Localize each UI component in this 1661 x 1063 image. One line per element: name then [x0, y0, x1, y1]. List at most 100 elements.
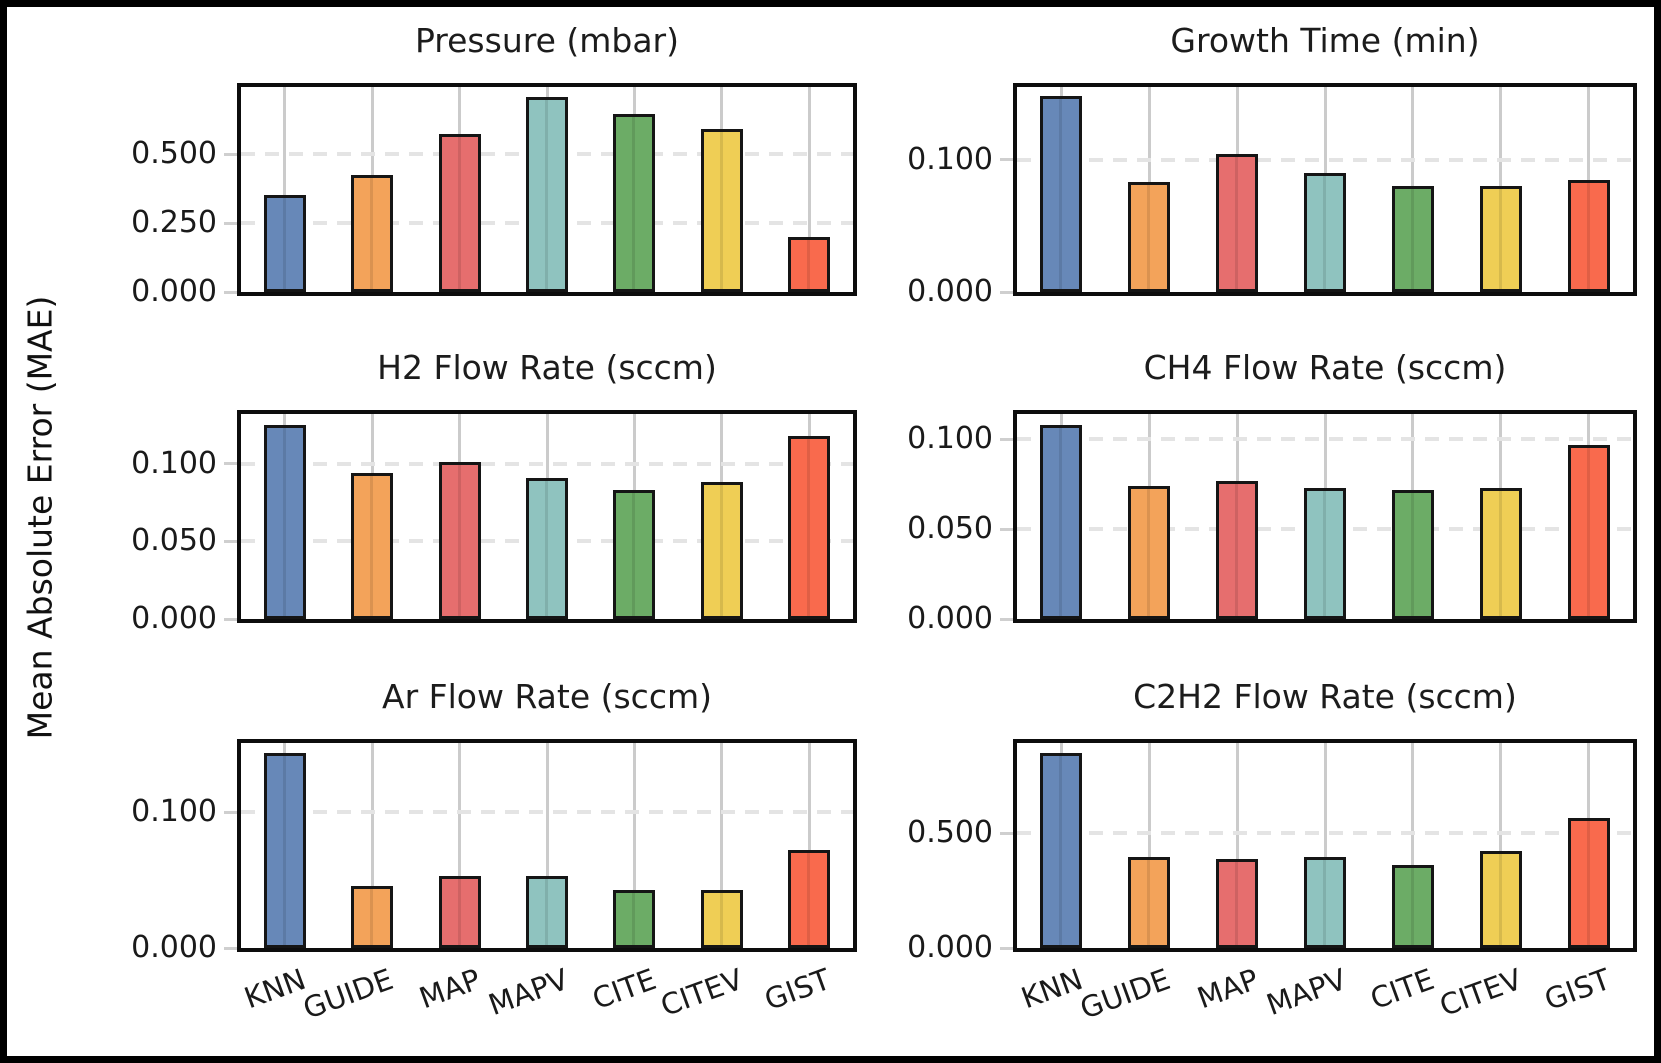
- bar-map: [438, 134, 481, 292]
- x-tick-label-gist: GIST: [1539, 962, 1615, 1017]
- y-tick-mark: [224, 221, 237, 225]
- chart-title: CH4 Flow Rate (sccm): [1143, 348, 1507, 387]
- x-tick-label-citev: CITEV: [656, 962, 748, 1023]
- y-tick-label: 0.100: [131, 794, 217, 830]
- bar-gist: [788, 236, 831, 292]
- y-axis-label-text: Mean Absolute Error (MAE): [20, 295, 60, 740]
- bar-map: [1215, 480, 1259, 619]
- x-gridline: [807, 743, 811, 948]
- bar-guide: [1127, 485, 1171, 619]
- y-tick-label: 0.100: [907, 421, 993, 457]
- x-gridline: [458, 743, 462, 948]
- bar-guide: [351, 175, 394, 292]
- x-gridline: [1411, 743, 1415, 948]
- x-gridline: [370, 743, 374, 948]
- y-tick-label: 0.100: [907, 141, 993, 177]
- bar-cite: [613, 889, 656, 948]
- bar-knn: [263, 424, 306, 619]
- plot-area: [237, 410, 857, 623]
- x-gridline: [632, 743, 636, 948]
- bar-knn: [263, 195, 306, 292]
- y-gridline: [1017, 437, 1633, 442]
- x-tick-label-knn: KNN: [240, 962, 311, 1016]
- y-tick-label: 0.000: [131, 930, 217, 965]
- plot-area: [237, 83, 857, 296]
- y-gridline: [241, 461, 853, 466]
- x-tick-label-map: MAP: [1192, 962, 1263, 1016]
- x-tick-label-mapv: MAPV: [483, 962, 573, 1023]
- y-tick-label: 0.100: [131, 445, 217, 481]
- chart-title: Growth Time (min): [1170, 21, 1480, 60]
- y-tick-mark: [224, 946, 237, 950]
- bar-citev: [700, 128, 743, 292]
- y-gridline: [241, 810, 853, 815]
- y-tick-mark: [224, 462, 237, 466]
- bar-knn: [263, 752, 306, 948]
- y-tick-label: 0.250: [131, 205, 217, 241]
- x-gridline: [545, 743, 549, 948]
- x-tick-label-mapv: MAPV: [1261, 962, 1351, 1023]
- bar-mapv: [1303, 487, 1347, 619]
- y-axis-label: Mean Absolute Error (MAE): [10, 83, 70, 952]
- bar-knn: [1039, 424, 1083, 619]
- y-tick-mark: [1000, 437, 1013, 441]
- bar-cite: [1391, 186, 1435, 292]
- bar-map: [438, 462, 481, 619]
- bar-map: [1215, 154, 1259, 292]
- x-tick-label-knn: KNN: [1016, 962, 1087, 1016]
- x-gridline: [720, 743, 724, 948]
- bar-mapv: [526, 876, 568, 948]
- bar-gist: [1567, 444, 1611, 619]
- x-tick-label-cite: CITE: [587, 962, 661, 1017]
- y-tick-label: 0.500: [907, 815, 993, 851]
- y-tick-mark: [1000, 158, 1013, 162]
- x-gridline: [1147, 743, 1151, 948]
- x-tick-label-guide: GUIDE: [1075, 962, 1175, 1026]
- bar-mapv: [526, 97, 568, 292]
- y-tick-label: 0.000: [907, 601, 993, 636]
- x-tick-label-citev: CITEV: [1435, 962, 1527, 1023]
- bar-cite: [613, 490, 656, 619]
- bar-mapv: [1303, 172, 1347, 292]
- bar-guide: [351, 885, 394, 948]
- y-tick-mark: [224, 152, 237, 156]
- x-gridline: [283, 87, 287, 292]
- x-tick-label-gist: GIST: [760, 962, 835, 1017]
- bar-gist: [1567, 818, 1611, 948]
- bar-citev: [1479, 487, 1523, 619]
- bar-mapv: [1303, 856, 1347, 948]
- x-tick-label-cite: CITE: [1366, 962, 1439, 1017]
- bar-citev: [1479, 186, 1523, 292]
- y-tick-label: 0.050: [907, 511, 993, 547]
- y-tick-label: 0.000: [907, 930, 993, 965]
- bar-guide: [1127, 182, 1171, 292]
- y-tick-mark: [224, 617, 237, 621]
- y-tick-label: 0.000: [907, 274, 993, 309]
- bar-citev: [1479, 851, 1523, 948]
- bar-cite: [1391, 864, 1435, 948]
- y-gridline: [1017, 157, 1633, 162]
- y-tick-mark: [1000, 946, 1013, 950]
- bar-knn: [1039, 96, 1083, 292]
- bar-gist: [788, 850, 831, 948]
- y-tick-mark: [224, 539, 237, 543]
- y-tick-mark: [1000, 527, 1013, 531]
- y-tick-mark: [1000, 290, 1013, 294]
- bar-guide: [351, 473, 394, 619]
- y-tick-label: 0.050: [131, 523, 217, 559]
- x-tick-label-map: MAP: [414, 962, 486, 1016]
- y-tick-mark: [1000, 831, 1013, 835]
- y-tick-label: 0.000: [131, 601, 217, 636]
- x-gridline: [1323, 743, 1327, 948]
- plot-area: [237, 739, 857, 952]
- bar-gist: [788, 435, 831, 619]
- bar-cite: [613, 113, 656, 292]
- chart-title: C2H2 Flow Rate (sccm): [1133, 677, 1517, 716]
- bar-citev: [700, 889, 743, 948]
- x-gridline: [1499, 743, 1503, 948]
- y-gridline: [1017, 831, 1633, 836]
- bar-cite: [1391, 489, 1435, 619]
- y-tick-label: 0.500: [131, 136, 217, 172]
- bar-knn: [1039, 752, 1083, 948]
